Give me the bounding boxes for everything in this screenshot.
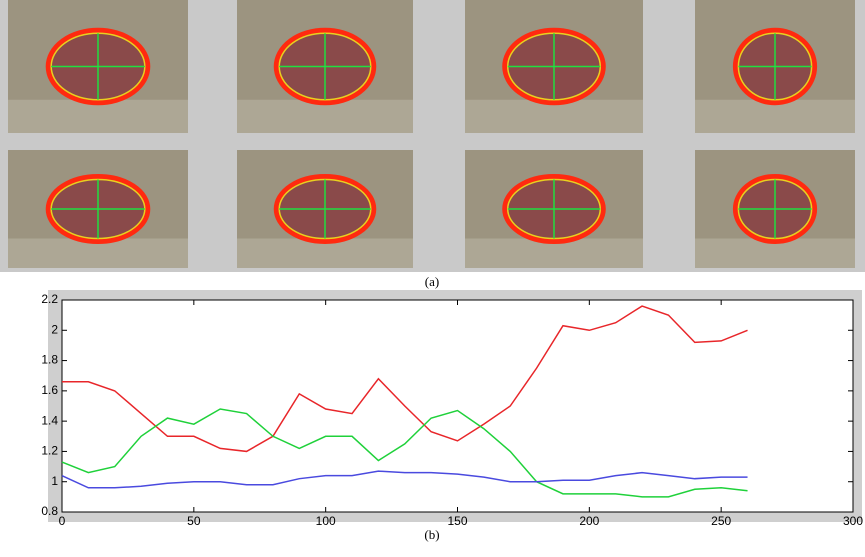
x-tick-label: 50: [187, 514, 201, 528]
y-tick-label: 0.8: [41, 504, 58, 518]
y-tick-label: 1: [51, 474, 58, 488]
x-tick-label: 300: [843, 514, 863, 528]
y-tick-label: 1.4: [41, 413, 58, 427]
caption-b: (b): [424, 527, 439, 542]
plot-area: [61, 299, 854, 513]
series-line: [61, 470, 748, 489]
y-tick-label: 1.2: [41, 444, 58, 458]
x-tick-label: 100: [316, 514, 336, 528]
y-tick-label: 2.2: [41, 292, 58, 306]
photo-grid: [8, 0, 855, 268]
y-tick-label: 2: [51, 322, 58, 336]
x-tick-label: 200: [579, 514, 599, 528]
x-tick-label: 0: [59, 514, 66, 528]
y-tick-label: 1.8: [41, 353, 58, 367]
photo-shade: [8, 99, 188, 133]
photo-shade: [465, 99, 643, 133]
photo-shade: [695, 99, 855, 133]
series-line: [61, 408, 748, 498]
photo-shade: [237, 99, 413, 133]
caption-a: (a): [425, 274, 439, 289]
series-line: [62, 305, 748, 453]
x-tick-label: 250: [711, 514, 731, 528]
y-tick-label: 1.6: [41, 383, 58, 397]
x-tick-label: 150: [447, 514, 467, 528]
